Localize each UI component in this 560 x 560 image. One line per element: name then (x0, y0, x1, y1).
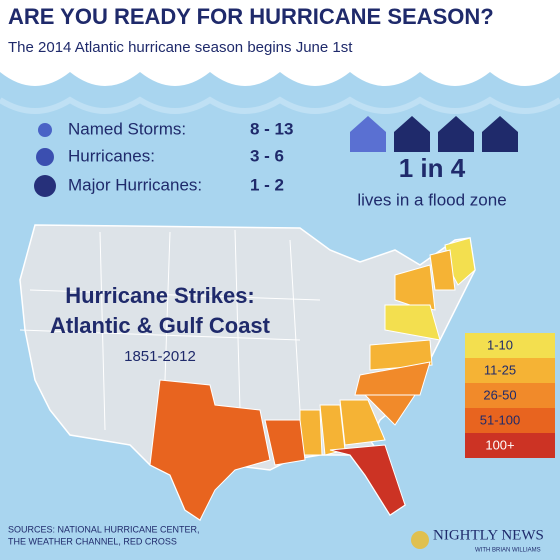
state (329, 444, 406, 516)
house-icon (482, 116, 518, 152)
subtitle: The 2014 Atlantic hurricane season begin… (8, 39, 353, 56)
house-icon (350, 116, 386, 152)
state (384, 304, 441, 341)
state (149, 379, 271, 521)
state (429, 249, 456, 291)
storm-icon (34, 175, 56, 197)
legend-swatch (465, 333, 555, 358)
map-years: 1851-2012 (124, 348, 196, 365)
title: ARE YOU READY FOR HURRICANE SEASON? (8, 4, 494, 29)
forecast: Named Storms: 8 - 13 Hurricanes: 3 - 6 M… (34, 119, 293, 197)
legend-swatch (465, 408, 555, 433)
state (264, 419, 306, 466)
map-title: Hurricane Strikes: (65, 283, 255, 308)
forecast-label: Named Storms: (68, 119, 186, 138)
flood-stat: 1 in 4 (399, 153, 466, 183)
legend-label: 11-25 (484, 362, 516, 377)
forecast-label: Major Hurricanes: (68, 175, 202, 194)
forecast-value: 3 - 6 (250, 146, 284, 165)
state-borders (19, 229, 321, 431)
forecast-label: Hurricanes: (68, 146, 155, 165)
legend-label: 26-50 (483, 387, 516, 402)
state (369, 339, 433, 371)
legend-label: 100+ (485, 437, 514, 452)
us-map (19, 224, 476, 522)
source-line: SOURCES: NATIONAL HURRICANE CENTER, (8, 524, 200, 534)
legend-swatch (465, 358, 555, 383)
legend: 1-10 11-25 26-50 51-100 100+ (465, 333, 555, 458)
legend-label: 51-100 (480, 412, 520, 427)
storm-icon (36, 148, 54, 166)
houses (350, 116, 518, 152)
house-icon (438, 116, 474, 152)
source-line: THE WEATHER CHANNEL, RED CROSS (8, 536, 177, 546)
forecast-value: 8 - 13 (250, 119, 293, 138)
logo-icon (411, 531, 429, 549)
legend-label: 1-10 (487, 337, 513, 352)
state (363, 394, 416, 426)
state (354, 361, 431, 396)
flood-text: lives in a flood zone (357, 190, 506, 209)
legend-swatch (465, 433, 555, 458)
map-title: Atlantic & Gulf Coast (50, 313, 271, 338)
state (319, 404, 346, 456)
wave-line (0, 96, 560, 114)
state (339, 399, 386, 446)
logo-name: NIGHTLY NEWS (433, 527, 544, 543)
storm-icon (38, 123, 52, 137)
legend-swatch (465, 383, 555, 408)
house-icon (394, 116, 430, 152)
forecast-value: 1 - 2 (250, 175, 284, 194)
logo-host: WITH BRIAN WILLIAMS (475, 548, 541, 554)
header-waves (0, 60, 560, 86)
